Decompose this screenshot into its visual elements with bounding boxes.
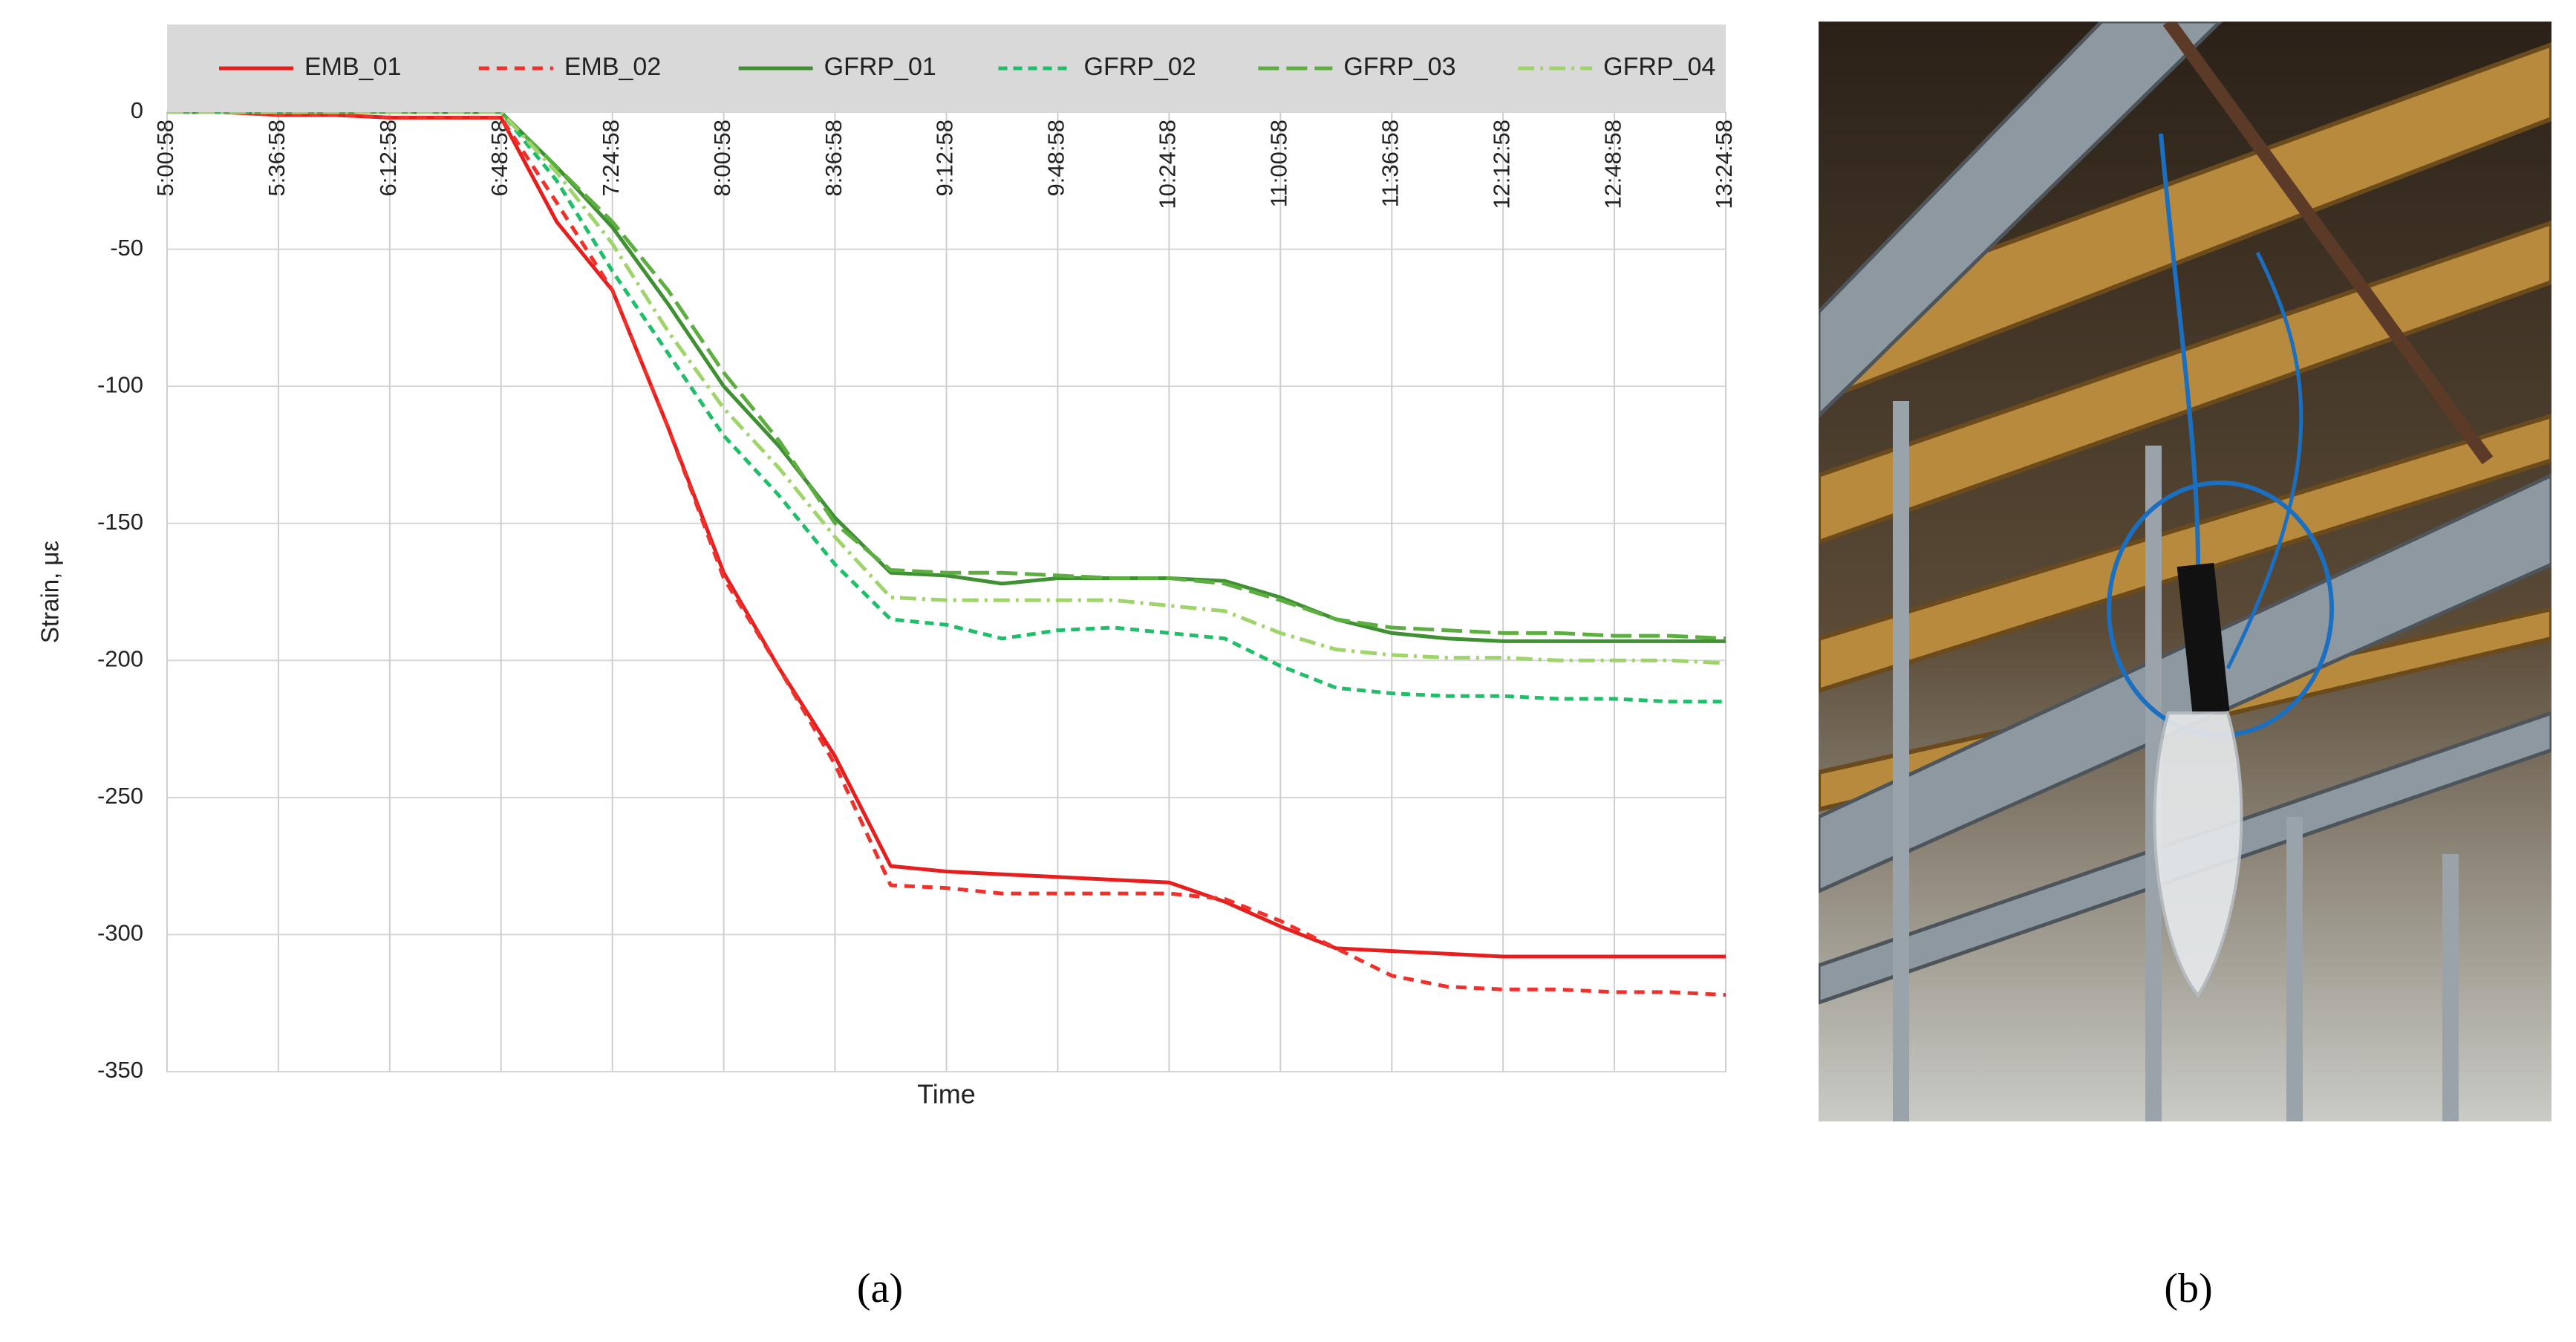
series-line	[167, 110, 1726, 959]
caption: (b)	[2164, 1266, 2212, 1312]
y-tick-label: 0	[131, 97, 143, 123]
caption: (a)	[857, 1266, 903, 1312]
chart: 0 -50 -100 -150 -200 -250 -300 -350 5:00:58 5:36:…	[36, 25, 1737, 1110]
x-axis-title: Time	[917, 1079, 976, 1110]
legend-box	[167, 25, 1726, 112]
legend-label: EMB_02	[564, 53, 661, 81]
x-tick-label: 13:24:58	[1711, 120, 1737, 209]
legend-label: EMB_01	[304, 53, 401, 81]
x-tick-label: 9:48:58	[1043, 120, 1069, 196]
y-tick-label: -200	[97, 645, 143, 671]
x-tick-label: 12:12:58	[1488, 120, 1514, 209]
y-tick-label: -150	[97, 509, 143, 535]
legend-label: GFRP_04	[1603, 53, 1715, 81]
y-axis-title: Strain, με	[36, 541, 64, 644]
x-tick-label: 7:24:58	[598, 120, 624, 196]
x-tick-label: 10:24:58	[1155, 120, 1181, 209]
y-tick-label: -100	[97, 371, 143, 397]
x-tick-label: 5:36:58	[264, 120, 290, 196]
x-tick-label: 12:48:58	[1600, 120, 1626, 209]
legend-label: GFRP_01	[824, 53, 936, 81]
x-tick-label: 6:12:58	[375, 120, 401, 196]
y-tick-label: -250	[97, 783, 143, 809]
legend-label: GFRP_03	[1343, 53, 1455, 81]
legend-label: GFRP_02	[1084, 53, 1196, 81]
y-tick-label: -300	[97, 920, 143, 946]
x-tick-label: 8:36:58	[821, 120, 847, 196]
x-tick-label: 9:12:58	[932, 120, 958, 196]
y-tick-label: -50	[110, 235, 143, 261]
x-tick-label: 5:00:58	[152, 120, 178, 196]
x-tick-label: 8:00:58	[709, 120, 735, 196]
x-tick-label: 11:36:58	[1377, 120, 1403, 207]
photo	[1819, 22, 2551, 1121]
y-tick-label: -350	[97, 1057, 143, 1083]
series-line	[167, 110, 1726, 997]
x-tick-label: 11:00:58	[1265, 120, 1291, 207]
